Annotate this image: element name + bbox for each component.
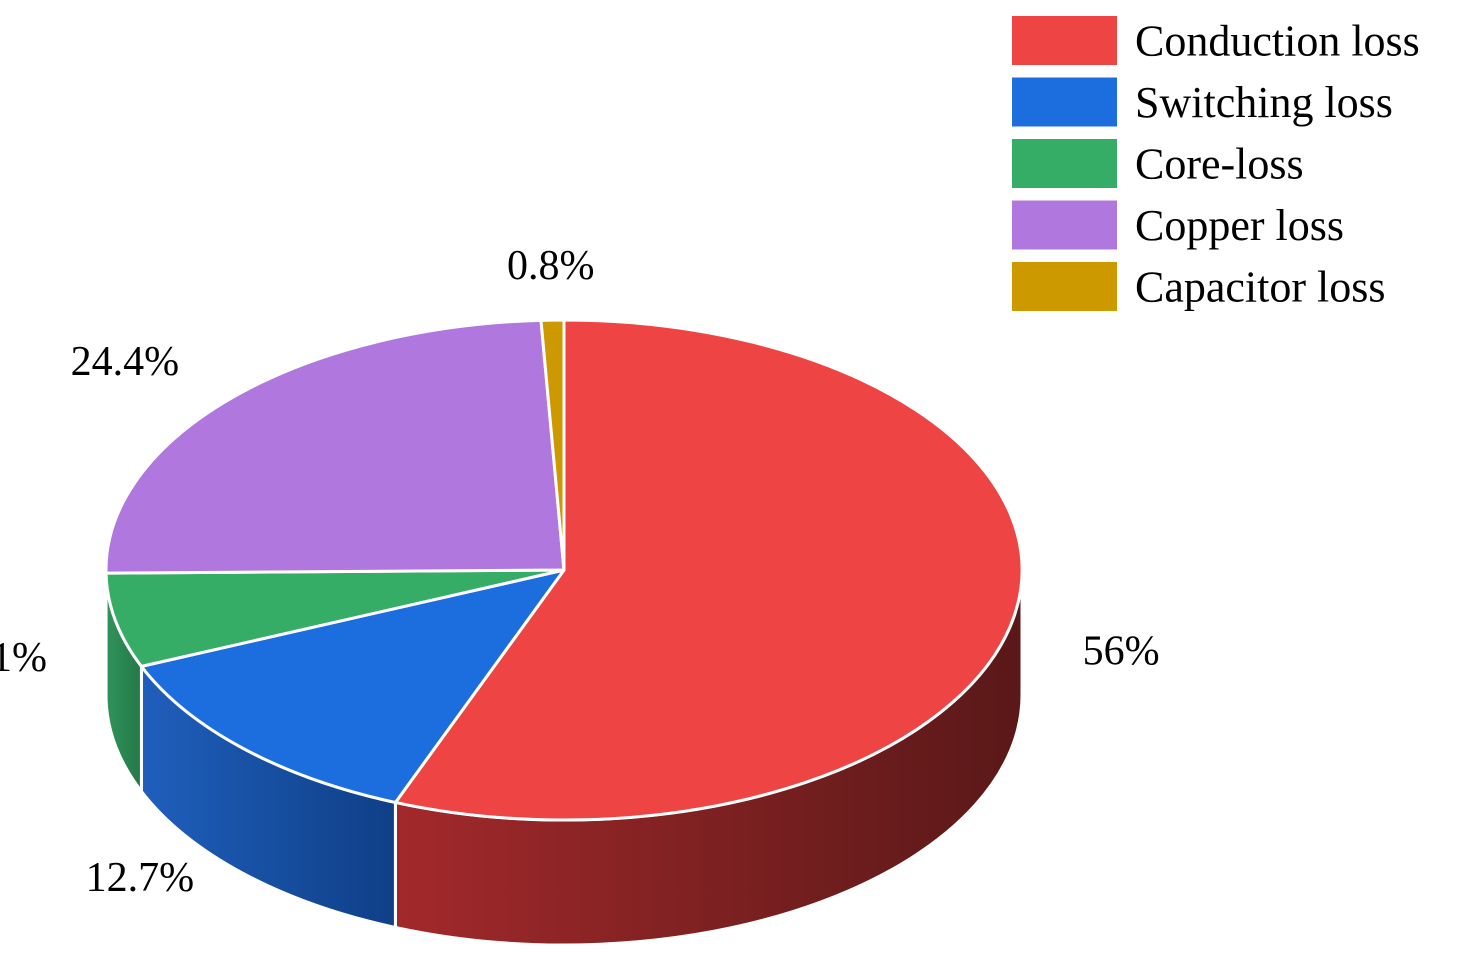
legend-label-capacitor-loss: Capacitor loss — [1135, 263, 1386, 312]
legend-label-switching-loss: Switching loss — [1135, 78, 1393, 127]
pie-slice-copper-loss — [104, 318, 566, 575]
pie-slice-core-loss — [104, 568, 566, 668]
data-label-copper-loss: 24.4% — [71, 339, 180, 385]
pie-top — [104, 318, 1024, 822]
legend-swatch-copper-loss — [1012, 200, 1117, 250]
pie-slice-capacitor-loss — [539, 318, 566, 572]
data-labels: 56% 12.7% 6.1% 24.4% 0.8% — [0, 243, 1160, 901]
legend-label-core-loss: Core-loss — [1135, 140, 1304, 189]
pie-slice-switching-loss — [139, 568, 566, 804]
legend-swatch-switching-loss — [1012, 77, 1117, 127]
legend-swatch-capacitor-loss — [1012, 262, 1117, 311]
legend: Conduction loss Switching loss Core-loss Co… — [1012, 16, 1420, 312]
legend-label-copper-loss: Copper loss — [1135, 201, 1344, 250]
legend-swatch-core-loss — [1012, 139, 1117, 188]
legend-swatch-conduction-loss — [1012, 16, 1117, 65]
legend-label-conduction-loss: Conduction loss — [1135, 17, 1420, 66]
data-label-core-loss: 6.1% — [0, 635, 47, 681]
data-label-capacitor-loss: 0.8% — [507, 243, 595, 289]
data-label-switching-loss: 12.7% — [86, 855, 195, 901]
data-label-conduction-loss: 56% — [1083, 629, 1160, 675]
pie-slice-conduction-loss — [393, 318, 1024, 822]
